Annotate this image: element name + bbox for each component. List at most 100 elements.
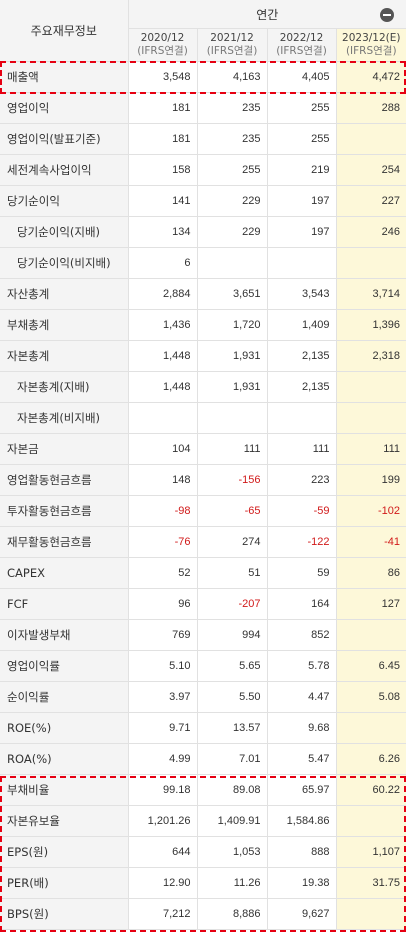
value-cell: 127 — [336, 588, 406, 620]
value-cell: 13.57 — [197, 712, 268, 744]
table-row: FCF 96 -207 164 127 — [0, 588, 406, 620]
table-row: BPS(원) 7,212 8,886 9,627 — [0, 898, 406, 930]
value-cell — [336, 247, 406, 279]
table-row: 세전계속사업이익 158 255 219 254 — [0, 154, 406, 186]
value-cell: 4,472 — [336, 61, 406, 93]
value-cell: -156 — [197, 464, 268, 496]
table-row: 당기순이익(지배) 134 229 197 246 — [0, 216, 406, 248]
value-cell: 134 — [128, 216, 198, 248]
year-header-estimate: 2023/12(E) (IFRS연결) — [336, 28, 406, 62]
value-cell — [336, 371, 406, 403]
basis-label: (IFRS연결) — [137, 45, 188, 57]
row-label: EPS(원) — [0, 836, 129, 868]
value-cell: -41 — [336, 526, 406, 558]
value-cell: 2,135 — [267, 371, 337, 403]
value-cell: 2,884 — [128, 278, 198, 310]
value-cell: 246 — [336, 216, 406, 248]
value-cell: 2,318 — [336, 340, 406, 372]
value-cell: 5.47 — [267, 743, 337, 775]
row-label: 매출액 — [0, 61, 129, 93]
value-cell: 1,201.26 — [128, 805, 198, 837]
value-cell: 1,931 — [197, 371, 268, 403]
table-row: 당기순이익 141 229 197 227 — [0, 185, 406, 217]
value-cell: 104 — [128, 433, 198, 465]
value-cell: 86 — [336, 557, 406, 589]
value-cell: 1,436 — [128, 309, 198, 341]
row-label: 자본유보율 — [0, 805, 129, 837]
value-cell: 197 — [267, 185, 337, 217]
value-cell: 5.65 — [197, 650, 268, 682]
table-row: 매출액 3,548 4,163 4,405 4,472 — [0, 61, 406, 93]
row-label: 세전계속사업이익 — [0, 154, 129, 186]
value-cell: 1,107 — [336, 836, 406, 868]
value-cell: 3.97 — [128, 681, 198, 713]
value-cell: 4,405 — [267, 61, 337, 93]
table-row: 영업이익률 5.10 5.65 5.78 6.45 — [0, 650, 406, 682]
value-cell — [128, 402, 198, 434]
value-cell: 227 — [336, 185, 406, 217]
value-cell: 254 — [336, 154, 406, 186]
value-cell: 994 — [197, 619, 268, 651]
value-cell — [197, 402, 268, 434]
value-cell: 197 — [267, 216, 337, 248]
year-header: 2020/12 (IFRS연결) — [128, 28, 198, 62]
value-cell — [336, 619, 406, 651]
value-cell — [267, 247, 337, 279]
year-label: 2020/12 — [140, 32, 185, 44]
row-label: 영업활동현금흐름 — [0, 464, 129, 496]
row-label: FCF — [0, 588, 129, 620]
value-cell: 255 — [197, 154, 268, 186]
value-cell: 96 — [128, 588, 198, 620]
value-cell: 141 — [128, 185, 198, 217]
row-label: 자본총계 — [0, 340, 129, 372]
value-cell: 3,651 — [197, 278, 268, 310]
value-cell: 3,548 — [128, 61, 198, 93]
value-cell: 158 — [128, 154, 198, 186]
basis-label: (IFRS연결) — [206, 45, 258, 57]
row-label: ROE(%) — [0, 712, 129, 744]
row-label: 부채총계 — [0, 309, 129, 341]
value-cell — [336, 898, 406, 930]
row-label: 영업이익(발표기준) — [0, 123, 129, 155]
value-cell: 8,886 — [197, 898, 268, 930]
collapse-icon[interactable] — [380, 8, 395, 22]
table-header-label: 주요재무정보 — [0, 0, 129, 62]
value-cell: 7.01 — [197, 743, 268, 775]
row-label: 투자활동현금흐름 — [0, 495, 129, 527]
row-label: 부채비율 — [0, 774, 129, 806]
value-cell: 5.78 — [267, 650, 337, 682]
value-cell: 51 — [197, 557, 268, 589]
table-row: 당기순이익(비지배) 6 — [0, 247, 406, 279]
table-row: ROE(%) 9.71 13.57 9.68 — [0, 712, 406, 744]
value-cell: 1,053 — [197, 836, 268, 868]
annual-group-label: 연간 — [256, 7, 279, 22]
value-cell: 19.38 — [267, 867, 337, 899]
row-label: PER(배) — [0, 867, 129, 899]
row-label: ROA(%) — [0, 743, 129, 775]
year-header: 2022/12 (IFRS연결) — [267, 28, 337, 62]
value-cell: -207 — [197, 588, 268, 620]
table-row: 영업이익(발표기준) 181 235 255 — [0, 123, 406, 155]
value-cell: 3,714 — [336, 278, 406, 310]
table-row: 영업이익 181 235 255 288 — [0, 92, 406, 124]
value-cell: 4.47 — [267, 681, 337, 713]
basis-label: (IFRS연결) — [276, 45, 327, 57]
value-cell: 111 — [267, 433, 337, 465]
value-cell: 1,584.86 — [267, 805, 337, 837]
value-cell: 199 — [336, 464, 406, 496]
table-row: 이자발생부채 769 994 852 — [0, 619, 406, 651]
value-cell: 769 — [128, 619, 198, 651]
value-cell — [336, 712, 406, 744]
value-cell: 3,543 — [267, 278, 337, 310]
table-row: 부채총계 1,436 1,720 1,409 1,396 — [0, 309, 406, 341]
value-cell: 65.97 — [267, 774, 337, 806]
value-cell: 5.10 — [128, 650, 198, 682]
value-cell: 12.90 — [128, 867, 198, 899]
value-cell: 164 — [267, 588, 337, 620]
value-cell — [197, 247, 268, 279]
value-cell: 6.26 — [336, 743, 406, 775]
row-label: 순이익률 — [0, 681, 129, 713]
row-label: 자산총계 — [0, 278, 129, 310]
